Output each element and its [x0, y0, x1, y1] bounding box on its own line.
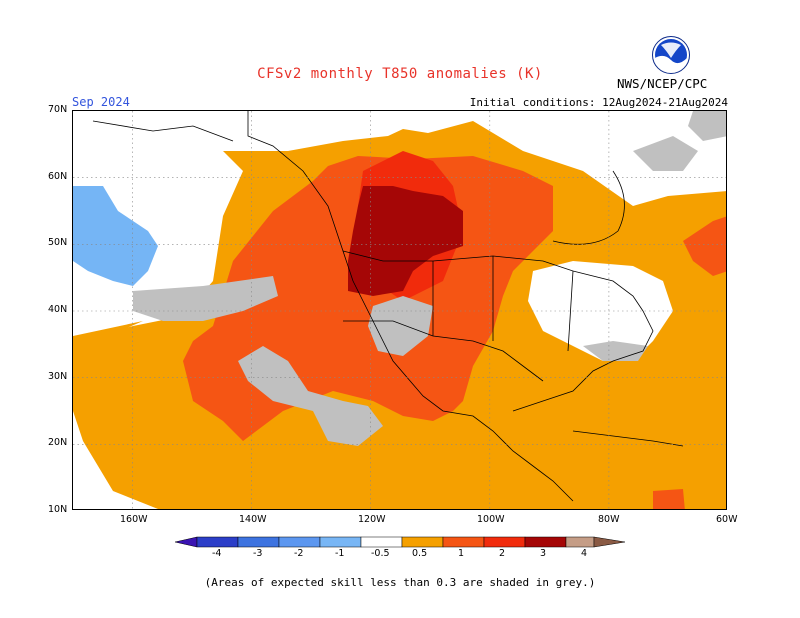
colorbar-label-2: 2 — [499, 548, 506, 559]
colorbar-label-1: 1 — [458, 548, 465, 559]
anomaly-map — [72, 110, 727, 510]
colorbar-swatch-3-2 — [237, 536, 280, 548]
lon-label-140w: 140W — [239, 514, 267, 525]
low-skill-region-greenland — [688, 111, 726, 141]
colorbar-swatch-neutral — [360, 536, 403, 548]
colorbar-label-3: 3 — [540, 548, 547, 559]
colorbar-label-05: 0.5 — [412, 548, 428, 559]
colorbar-label-4: 4 — [581, 548, 588, 559]
lat-label-60n: 60N — [48, 171, 68, 182]
colorbar-label-neg05: -0.5 — [371, 548, 390, 559]
anomaly-region-white-ne — [553, 121, 673, 191]
low-skill-region-pacific — [133, 276, 278, 321]
anomaly-region-orange-west — [73, 321, 143, 351]
agency-label: NWS/NCEP/CPC — [617, 76, 708, 91]
anomaly-region-darkred — [348, 186, 463, 296]
lon-label-160w: 160W — [120, 514, 148, 525]
colorbar-swatch-4-3 — [196, 536, 239, 548]
colorbar-label-neg2: -2 — [294, 548, 304, 559]
colorbar-label-neg1: -1 — [335, 548, 345, 559]
colorbar-swatch-lt-4 — [175, 536, 198, 548]
lat-label-30n: 30N — [48, 371, 68, 382]
colorbar-label-neg4: -4 — [212, 548, 222, 559]
graticule — [73, 111, 726, 509]
lat-label-50n: 50N — [48, 237, 68, 248]
low-skill-region-subtropical — [238, 346, 383, 446]
coastlines — [92, 111, 684, 502]
anomaly-region-blue — [73, 186, 158, 286]
colorbar-swatch-1-05 — [319, 536, 362, 548]
lat-label-70n: 70N — [48, 104, 68, 115]
low-skill-region-hudson — [633, 136, 698, 171]
map-canvas — [73, 111, 726, 509]
lat-label-40n: 40N — [48, 304, 68, 315]
lat-label-10n: 10N — [48, 504, 68, 515]
lon-label-80w: 80W — [598, 514, 620, 525]
lon-label-100w: 100W — [477, 514, 505, 525]
lon-label-60w: 60W — [716, 514, 738, 525]
colorbar-swatch-1-2 — [442, 536, 485, 548]
chart-title: CFSv2 monthly T850 anomalies (K) — [257, 66, 543, 82]
initial-conditions: Initial conditions: 12Aug2024-21Aug2024 — [469, 96, 728, 109]
colorbar-swatch-05-1 — [401, 536, 444, 548]
forecast-period: Sep 2024 — [72, 95, 130, 109]
anomaly-region-red-caribbean — [653, 489, 685, 509]
anomaly-region-red-atlantic — [683, 216, 726, 276]
colorbar-swatch-gt-5 — [593, 536, 625, 548]
colorbar-label-neg3: -3 — [253, 548, 263, 559]
footnote: (Areas of expected skill less than 0.3 a… — [204, 576, 596, 589]
colorbar-swatch-3-4 — [524, 536, 567, 548]
colorbar-swatch-2-1 — [278, 536, 321, 548]
lat-label-20n: 20N — [48, 437, 68, 448]
lon-label-120w: 120W — [358, 514, 386, 525]
colorbar-swatch-4-5 — [565, 536, 595, 548]
low-skill-region-atlantic — [583, 341, 648, 361]
colorbar-swatch-2-3 — [483, 536, 526, 548]
noaa-logo — [652, 36, 690, 74]
colorbar — [175, 536, 625, 548]
